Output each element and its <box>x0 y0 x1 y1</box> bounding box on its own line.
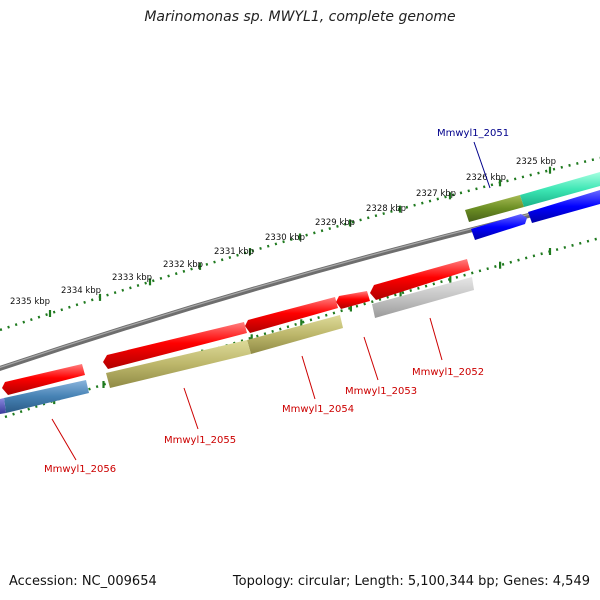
gene-feature-2051-cds[interactable] <box>471 214 527 240</box>
outer-ticks <box>48 166 552 317</box>
gene-label-2052[interactable]: Mmwyl1_2052 <box>412 367 484 378</box>
callout-line-2055 <box>183 387 199 430</box>
gene-feature-2055[interactable] <box>106 340 251 388</box>
scale-label-2328: 2328 kbp <box>366 204 406 214</box>
gene-label-2054[interactable]: Mmwyl1_2054 <box>282 404 354 415</box>
cds-2054[interactable] <box>245 297 338 333</box>
scale-label-2333: 2333 kbp <box>112 273 152 283</box>
callout-line-2056 <box>51 418 77 461</box>
page-title: Marinomonas sp. MWYL1, complete genome <box>144 9 456 25</box>
scale-label-2330: 2330 kbp <box>265 233 305 243</box>
gene-label-2053[interactable]: Mmwyl1_2053 <box>345 386 417 397</box>
gene-label-2055[interactable]: Mmwyl1_2055 <box>164 435 236 446</box>
gene-feature-edge[interactable] <box>0 398 6 414</box>
gene-feature-2056[interactable] <box>4 380 89 413</box>
scale-label-2332: 2332 kbp <box>163 260 203 270</box>
scale-label-2325: 2325 kbp <box>516 157 556 167</box>
topology-text: Topology: circular; Length: 5,100,344 bp… <box>232 574 590 589</box>
gene-label-2056[interactable]: Mmwyl1_2056 <box>44 464 116 475</box>
scale-label-2331: 2331 kbp <box>214 247 254 257</box>
outer-scale-track <box>0 156 600 332</box>
accession-text: Accession: NC_009654 <box>9 574 157 589</box>
scale-label-2329: 2329 kbp <box>315 218 355 228</box>
gene-feature-2054[interactable] <box>247 315 343 354</box>
gene-label-2051[interactable]: Mmwyl1_2051 <box>437 128 509 139</box>
gene-feature-2051[interactable] <box>465 195 524 222</box>
cds-2052[interactable] <box>370 259 470 300</box>
gene-feature-teal-cds[interactable] <box>528 190 600 223</box>
callout-line-2052 <box>429 317 443 361</box>
gene-feature-2052[interactable] <box>372 277 474 318</box>
gene-feature-teal[interactable] <box>520 172 600 207</box>
scale-label-2335: 2335 kbp <box>10 297 50 307</box>
callout-line-2053 <box>363 336 379 381</box>
cds-2055[interactable] <box>103 322 247 369</box>
cds-2056[interactable] <box>2 364 85 395</box>
scale-label-2334: 2334 kbp <box>61 286 101 296</box>
callout-line-2054 <box>301 355 316 400</box>
scale-label-2327: 2327 kbp <box>416 189 456 199</box>
cds-2053[interactable] <box>336 291 370 309</box>
callout-line-2051 <box>473 141 491 189</box>
